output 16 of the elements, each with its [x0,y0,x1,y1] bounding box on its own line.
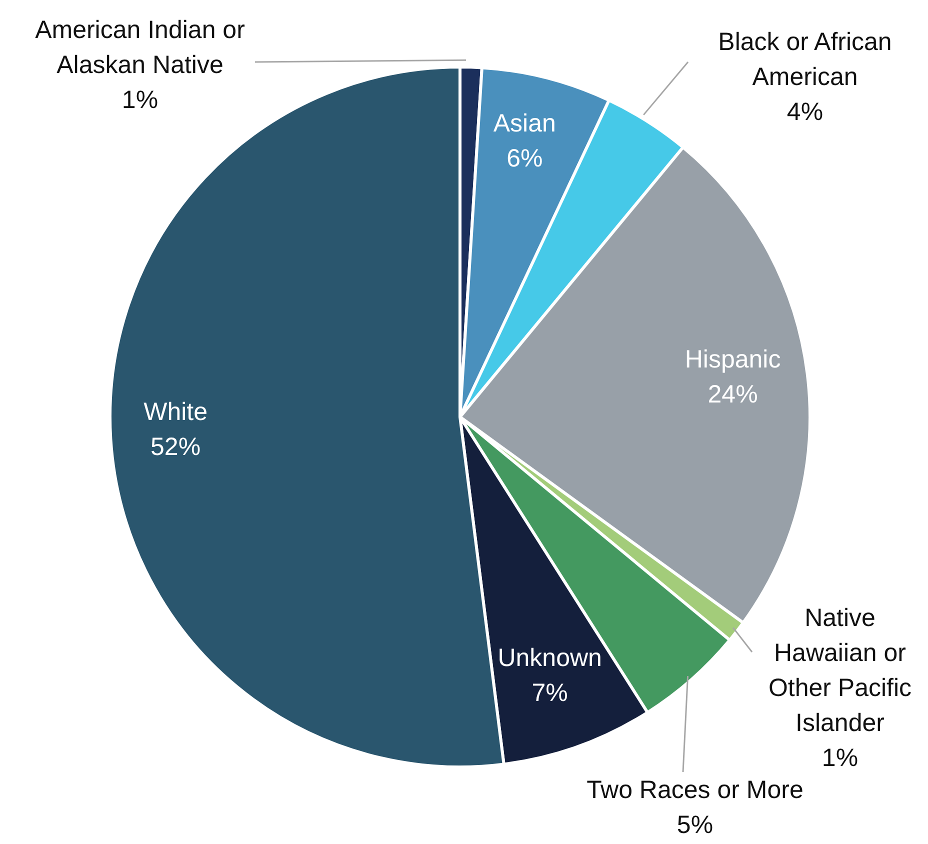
slice-label: Two Races or More [586,776,804,804]
slice-label: Hispanic [684,345,781,374]
data-label: 4% [786,98,824,126]
data-label: 5% [676,811,714,839]
data-label: 1% [122,86,158,114]
slice-label: Unknown [498,644,602,672]
slice-label: Asian [493,109,556,138]
data-label: 6% [506,144,543,172]
data-label: 7% [532,678,568,707]
slice-label: Black or African American [718,28,892,91]
data-label: 24% [708,380,758,408]
data-label: 1% [822,744,858,772]
slice-label: Native Hawaiian or Other Pacific Islander [768,604,912,737]
data-label: 52% [150,433,201,462]
slice-label: American Indian or Alaskan Native [35,16,245,79]
slice-label: White [144,398,208,426]
